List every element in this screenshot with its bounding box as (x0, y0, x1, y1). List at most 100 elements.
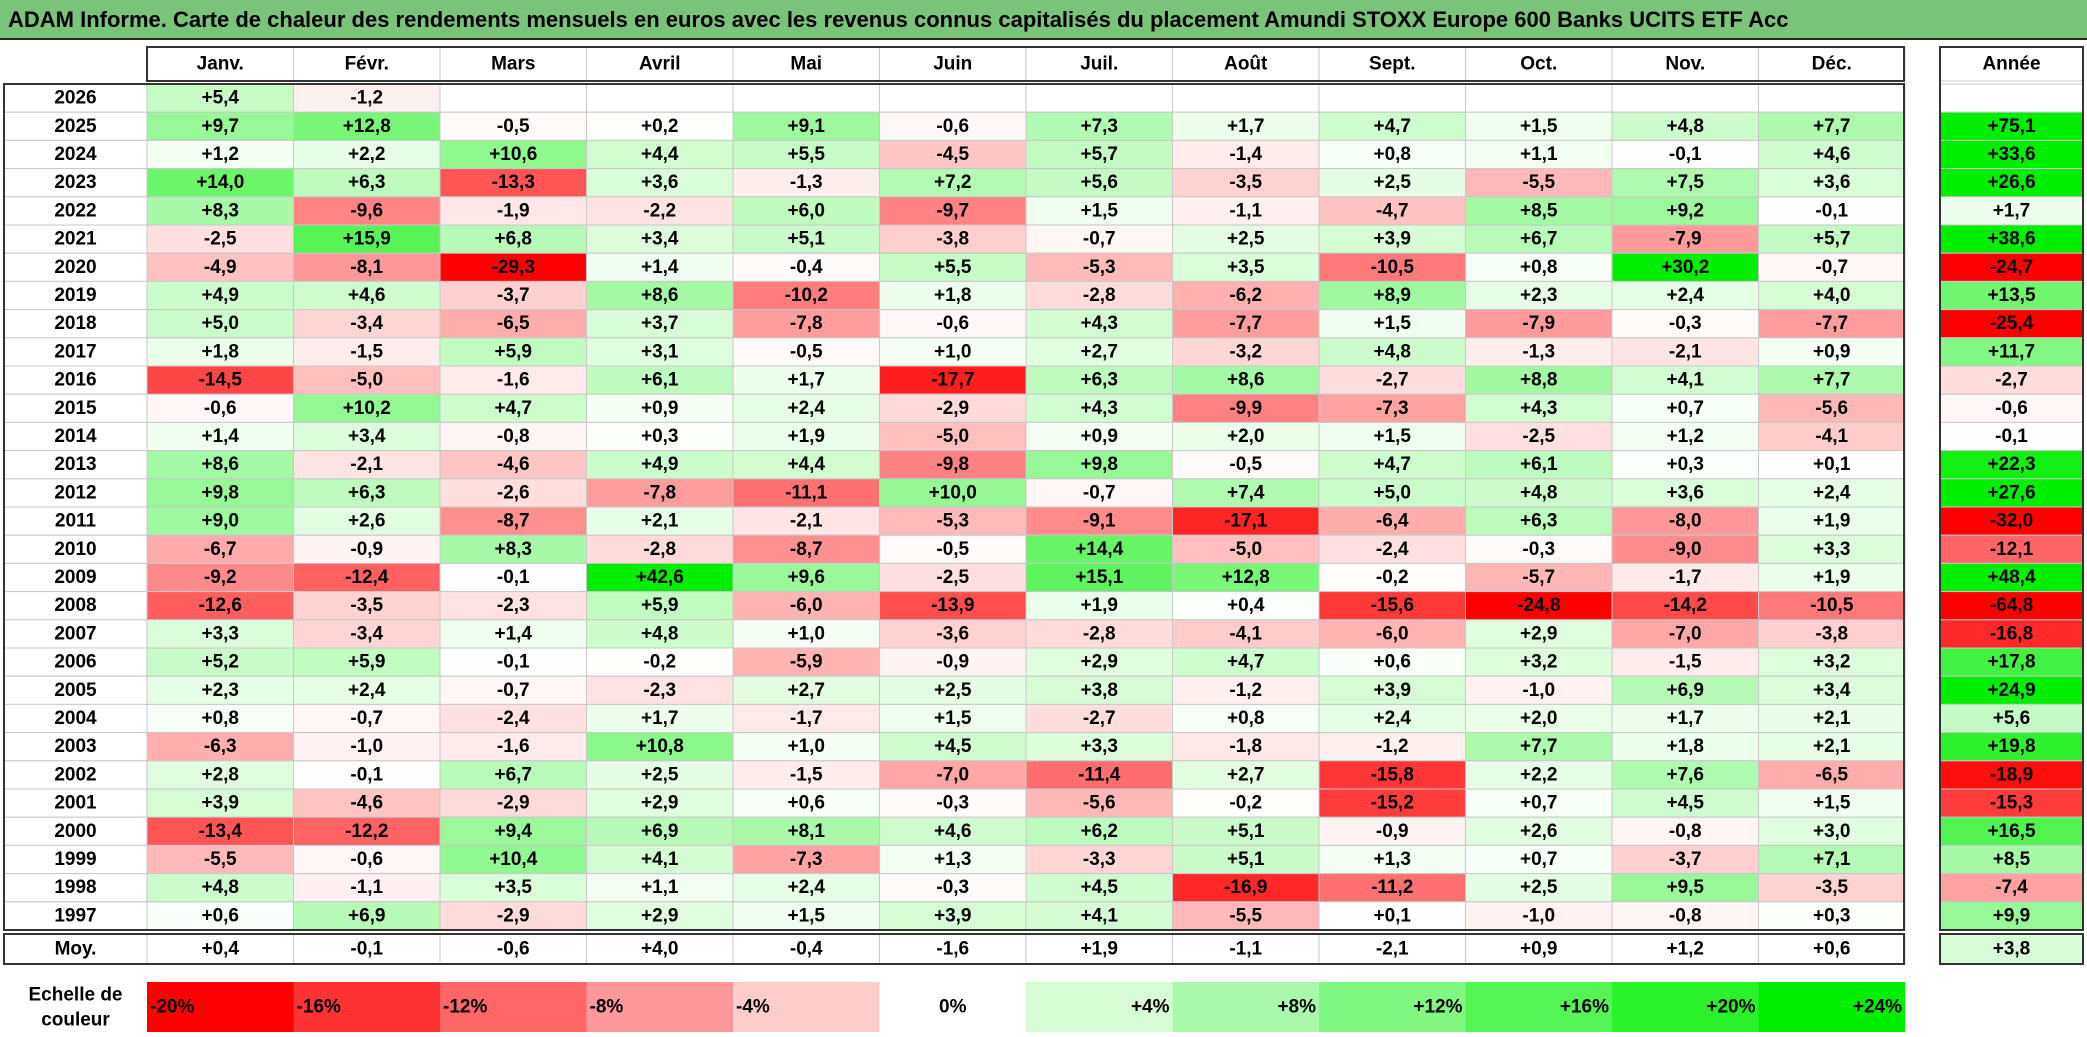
annual-value: -12,1 (1990, 539, 2034, 560)
year-cell (3, 450, 148, 480)
heatmap-value: -13,4 (199, 821, 243, 842)
scale-swatch (1172, 982, 1319, 1032)
scale-swatch (147, 982, 294, 1032)
heatmap-cell (1758, 562, 1906, 593)
heatmap-value: -0,6 (204, 398, 237, 419)
heatmap-cell (293, 788, 441, 818)
heatmap-cell (293, 873, 441, 903)
scale-swatch (1612, 982, 1759, 1032)
heatmap-value: -2,8 (1083, 285, 1116, 306)
heatmap-cell (586, 675, 734, 705)
heatmap-value: +4,7 (1373, 454, 1411, 475)
heatmap-value: -3,4 (350, 313, 383, 334)
annual-cell (1939, 252, 2084, 282)
heatmap-cell (1465, 534, 1613, 564)
heatmap-value: +4,8 (201, 877, 239, 898)
heatmap-value: -7,8 (643, 482, 676, 503)
heatmap-cell (1611, 83, 1759, 113)
heatmap-value: +9,7 (201, 116, 239, 137)
year-cell (3, 844, 148, 875)
heatmap-value: -2,7 (1083, 708, 1116, 729)
heatmap-cell (1172, 337, 1320, 367)
heatmap-cell (1611, 337, 1759, 367)
heatmap-value: +0,9 (1813, 341, 1851, 362)
heatmap-cell (1758, 83, 1906, 113)
heatmap-value: -10,2 (785, 285, 828, 306)
month-header-label: Oct. (1520, 54, 1557, 75)
heatmap-cell (1172, 83, 1320, 113)
heatmap-value: -3,2 (1229, 341, 1262, 362)
heatmap-value: +0,8 (1520, 257, 1558, 278)
heatmap-value: +0,7 (1666, 398, 1704, 419)
heatmap-value: -2,9 (497, 905, 530, 926)
year-label: 1997 (54, 905, 96, 926)
heatmap-value: +7,5 (1666, 172, 1704, 193)
heatmap-value: +7,7 (1813, 370, 1851, 391)
heatmap-value: +5,5 (934, 257, 972, 278)
heatmap-value: -1,1 (350, 877, 383, 898)
heatmap-value: -1,6 (497, 370, 530, 391)
heatmap-value: +6,3 (1080, 370, 1118, 391)
heatmap-value: +1,0 (934, 341, 972, 362)
year-cell (3, 591, 148, 621)
heatmap-cell (1758, 478, 1906, 508)
heatmap-cell (732, 450, 880, 480)
heatmap-cell (146, 139, 294, 170)
average-value: -1,1 (1229, 939, 1262, 960)
scale-label: -20% (150, 997, 194, 1018)
heatmap-value: +2,0 (1227, 426, 1265, 447)
year-cell (3, 562, 148, 593)
heatmap-cell (146, 450, 294, 480)
heatmap-value: +3,1 (641, 341, 679, 362)
heatmap-cell (1611, 478, 1759, 508)
heatmap-cell (1758, 703, 1906, 734)
heatmap-value: -0,1 (497, 567, 530, 588)
heatmap-value: +9,5 (1666, 877, 1704, 898)
heatmap-cell (1318, 478, 1466, 508)
heatmap-value: +0,8 (1373, 144, 1411, 165)
heatmap-value: -6,2 (1229, 285, 1262, 306)
heatmap-value: +1,5 (1373, 426, 1411, 447)
heatmap-value: +1,2 (201, 144, 239, 165)
heatmap-value: -0,5 (497, 116, 530, 137)
heatmap-value: +2,5 (1373, 172, 1411, 193)
heatmap-cell (586, 591, 734, 621)
heatmap-cell (586, 478, 734, 508)
heatmap-value: -13,9 (931, 595, 974, 616)
heatmap-cell (586, 534, 734, 564)
average-cell (1172, 933, 1320, 965)
heatmap-value: -0,6 (936, 313, 969, 334)
annual-cell (1939, 844, 2084, 875)
annual-cell (1939, 83, 2084, 113)
heatmap-cell (1025, 816, 1173, 846)
heatmap-value: +5,4 (201, 88, 239, 109)
heatmap-cell (586, 901, 734, 931)
annual-cell (1939, 506, 2084, 536)
heatmap-value: +6,2 (1080, 821, 1118, 842)
heatmap-value: +2,2 (1520, 764, 1558, 785)
heatmap-cell (1172, 506, 1320, 536)
heatmap-value: +4,6 (348, 285, 386, 306)
heatmap-value: +3,4 (641, 229, 679, 250)
heatmap-value: -0,8 (1669, 905, 1702, 926)
heatmap-value: +2,5 (934, 680, 972, 701)
month-header-cell (439, 46, 587, 82)
heatmap-value: -3,5 (350, 595, 383, 616)
heatmap-value: -6,5 (1815, 764, 1848, 785)
heatmap-cell (1758, 534, 1906, 564)
heatmap-value: +10,0 (929, 482, 977, 503)
year-label: 2001 (54, 793, 97, 814)
heatmap-cell (1758, 224, 1906, 254)
heatmap-value: -1,2 (350, 88, 383, 109)
heatmap-value: -0,3 (1669, 313, 1702, 334)
heatmap-cell (1172, 309, 1320, 339)
heatmap-value: +5,1 (1227, 849, 1265, 870)
heatmap-value: -1,0 (350, 736, 383, 757)
heatmap-cell (1318, 83, 1466, 113)
annual-value: +27,6 (1987, 482, 2035, 503)
heatmap-value: -1,7 (790, 708, 823, 729)
heatmap-cell (1465, 844, 1613, 875)
heatmap-value: -11,4 (1078, 764, 1121, 785)
heatmap-value: -1,6 (497, 736, 530, 757)
